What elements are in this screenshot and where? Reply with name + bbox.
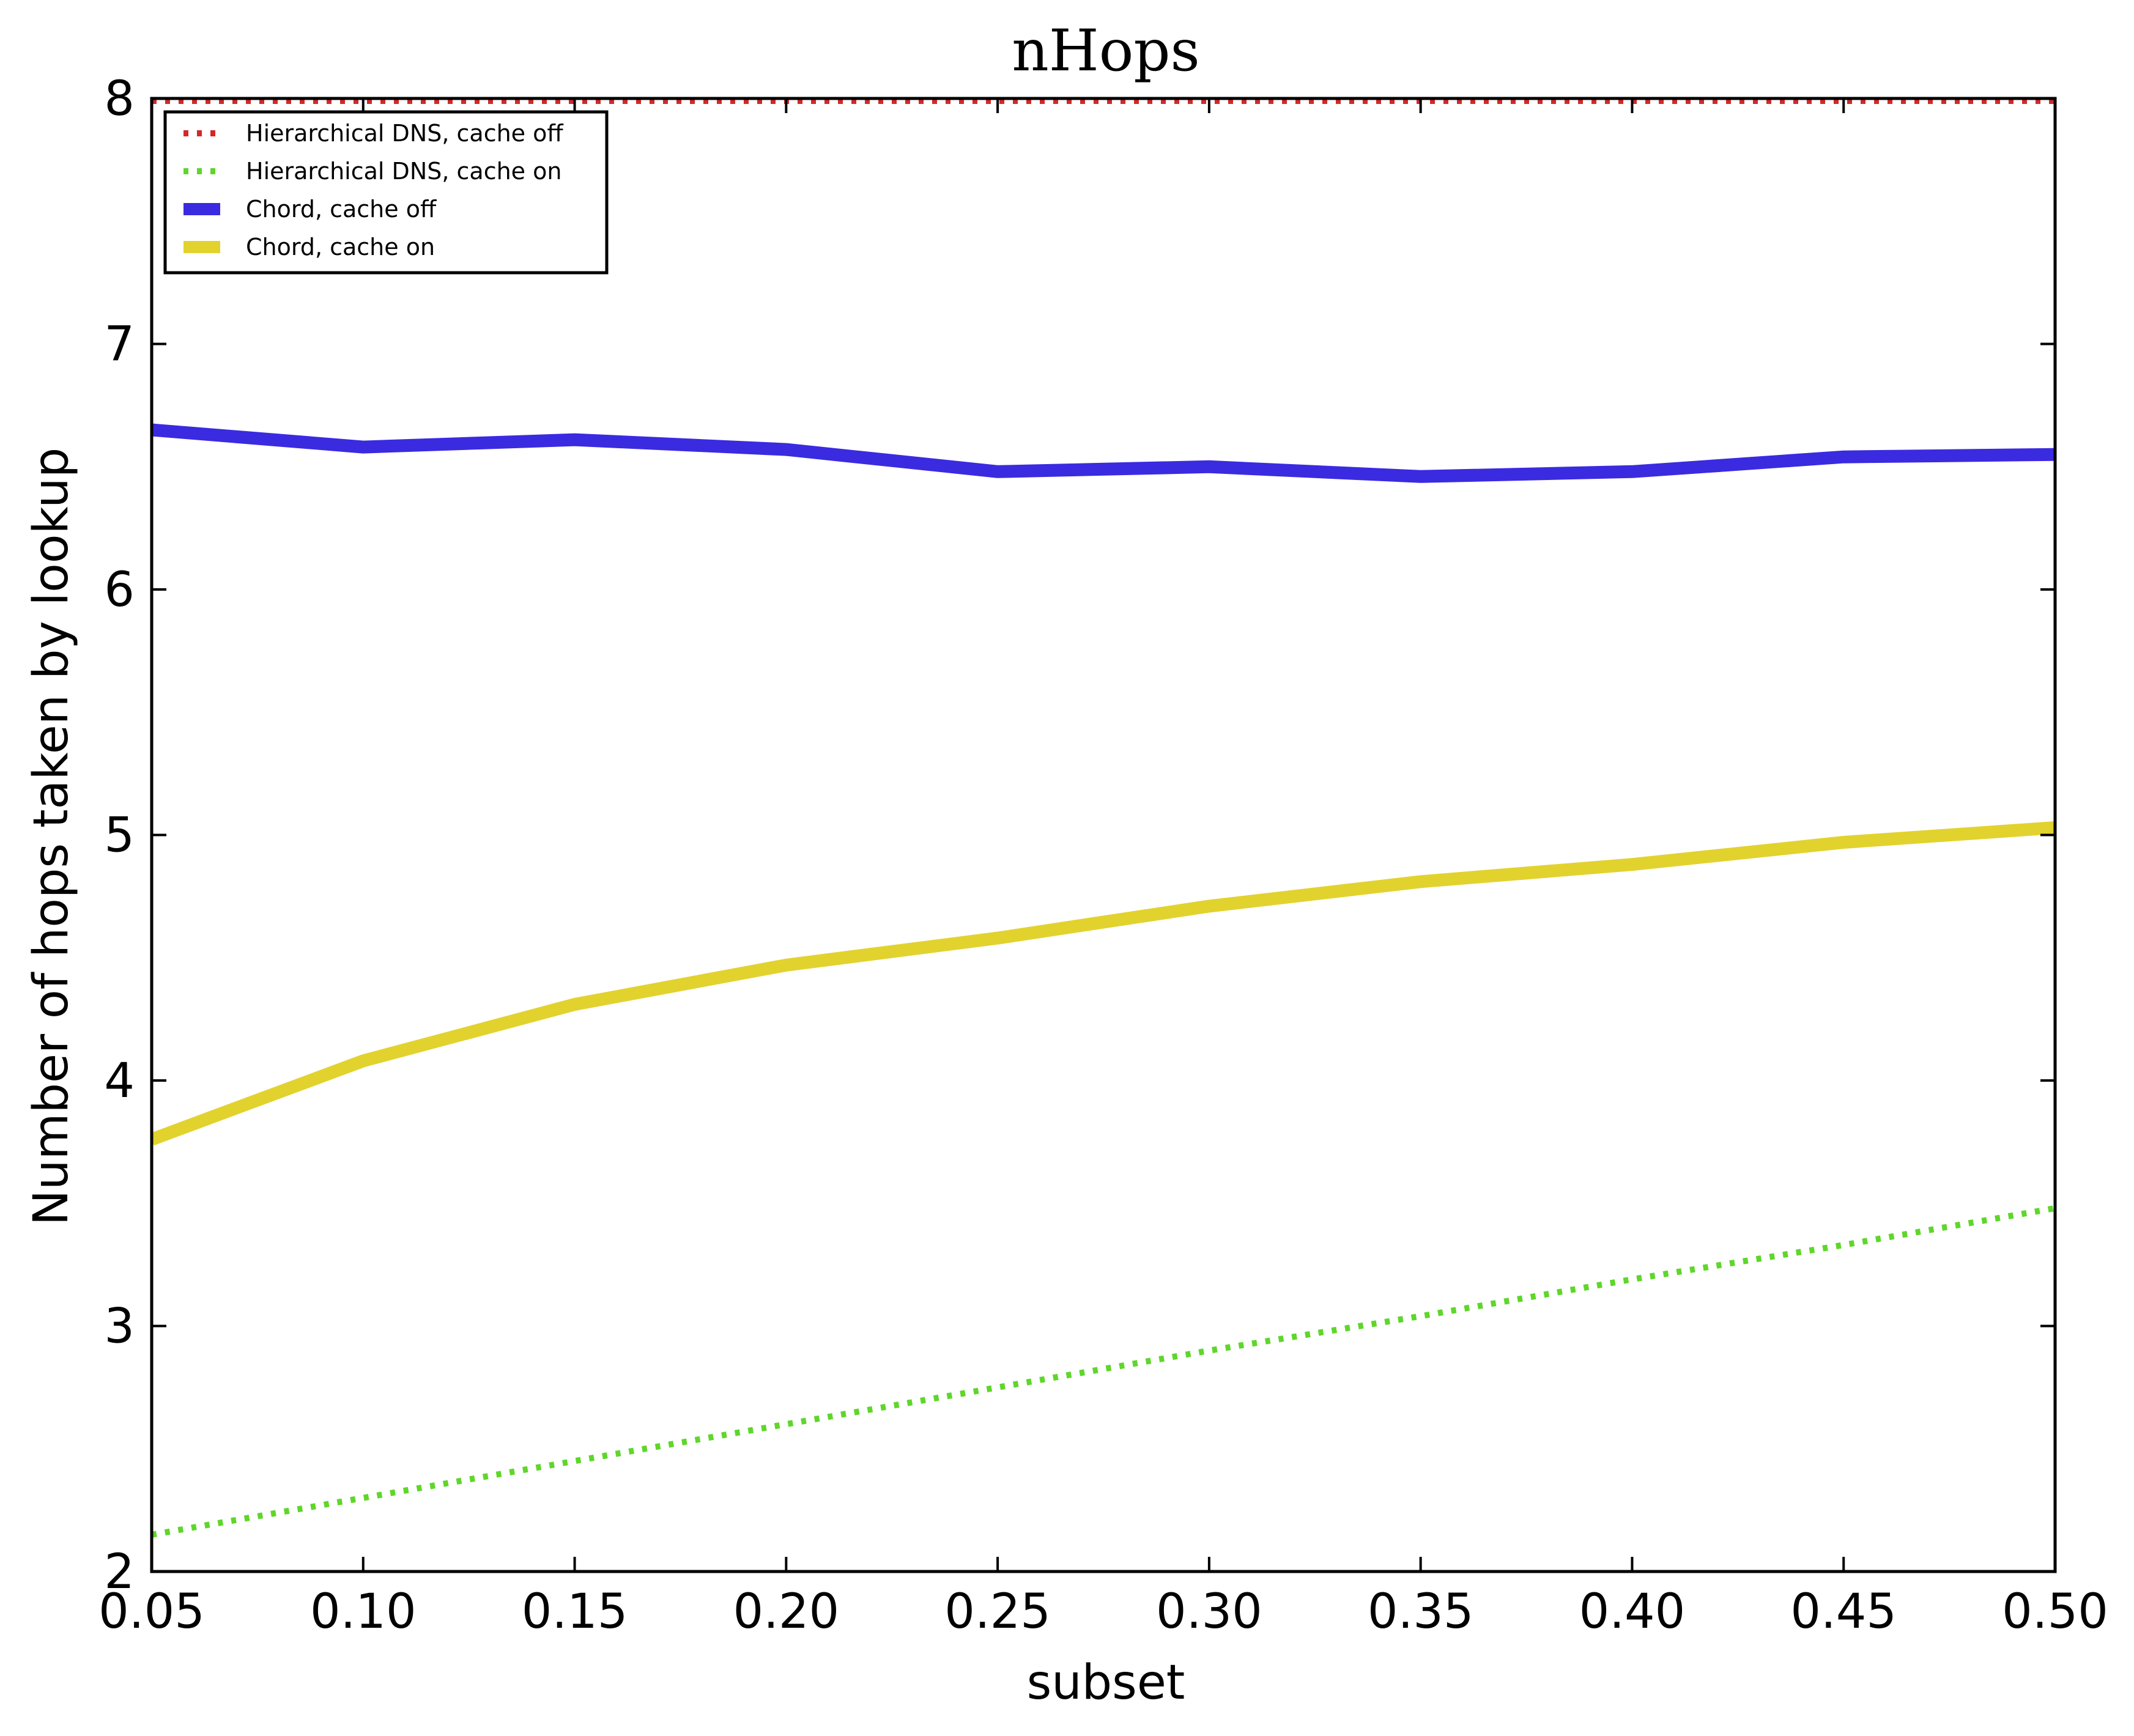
x-tick-label: 0.20 xyxy=(733,1584,839,1639)
legend-label: Hierarchical DNS, cache on xyxy=(246,158,561,185)
legend-box xyxy=(163,110,609,275)
x-tick-label: 0.15 xyxy=(522,1584,628,1639)
x-tick-label: 0.30 xyxy=(1156,1584,1262,1639)
x-tick-label: 0.25 xyxy=(944,1584,1051,1639)
y-tick-label: 4 xyxy=(104,1054,135,1109)
x-tick-label: 0.35 xyxy=(1368,1584,1474,1639)
x-tick-label: 0.40 xyxy=(1579,1584,1686,1639)
legend: Hierarchical DNS, cache off Hierarchical … xyxy=(163,110,609,275)
y-tick-label: 5 xyxy=(104,808,135,863)
series-layer xyxy=(152,98,2055,1538)
x-tick-label: 0.50 xyxy=(2002,1584,2108,1639)
x-tick-label: 0.10 xyxy=(310,1584,417,1639)
legend-label: Hierarchical DNS, cache off xyxy=(246,120,563,147)
y-tick-label: 8 xyxy=(104,72,135,127)
x-tick-label: 0.45 xyxy=(1790,1584,1897,1639)
series-line-3 xyxy=(152,423,2055,483)
y-tick-label: 3 xyxy=(104,1299,135,1354)
y-tick-label: 7 xyxy=(104,317,135,372)
y-axis-label: Number of hops taken by lookup xyxy=(24,448,79,1226)
y-tick-label: 2 xyxy=(104,1545,135,1600)
chart-title: nHops xyxy=(1012,18,1200,84)
x-tick-label: 0.05 xyxy=(98,1584,205,1639)
series-line-4 xyxy=(152,821,2055,1146)
axis-ticks: 0.05 0.10 0.15 0.20 0.25 0.30 0.35 0.40 0.45 0.50… xyxy=(98,72,2108,1639)
legend-label: Chord, cache off xyxy=(246,196,437,223)
legend-label: Chord, cache on xyxy=(246,234,435,260)
y-tick-label: 6 xyxy=(104,563,135,618)
x-axis-label: subset xyxy=(1027,1655,1185,1710)
plot-frame xyxy=(150,97,2057,1573)
